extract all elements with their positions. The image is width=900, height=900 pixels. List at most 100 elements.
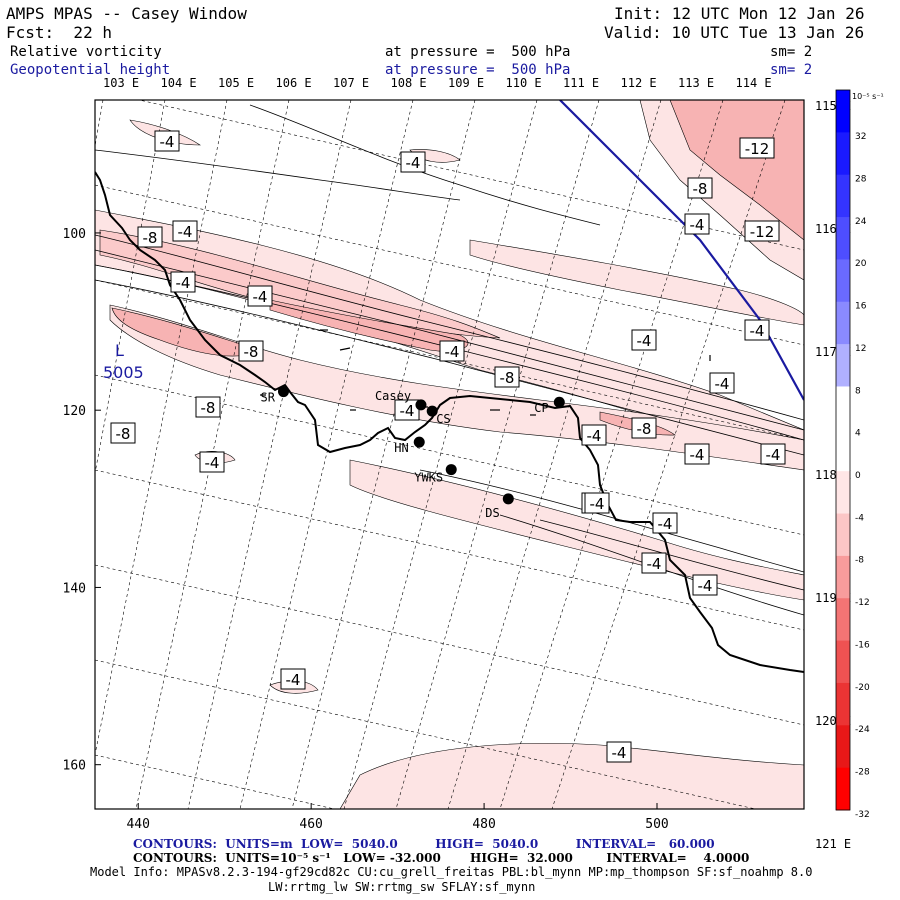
height-contour-info: CONTOURS: UNITS=m LOW= 5040.0 HIGH= 5040… xyxy=(133,838,715,850)
colorbar-label: -16 xyxy=(855,640,870,650)
contour-label: -8 xyxy=(116,425,131,443)
top-lon-label: 106 E xyxy=(276,77,312,89)
contour-label: -8 xyxy=(500,369,515,387)
contour-label: -8 xyxy=(637,420,652,438)
colorbar-label: 16 xyxy=(855,302,867,312)
colorbar-swatch xyxy=(836,598,850,641)
x-tick-label: 440 xyxy=(126,817,149,832)
low-center-label: L xyxy=(115,341,124,360)
colorbar-swatch xyxy=(836,641,850,684)
colorbar-swatch xyxy=(836,471,850,514)
y-tick-label: 140 xyxy=(63,581,86,596)
contour-label: -4 xyxy=(178,223,193,241)
contour-label: -4 xyxy=(176,274,191,292)
colorbar-swatch xyxy=(836,514,850,557)
low-center-value: 5005 xyxy=(103,363,144,382)
contour-label: -4 xyxy=(612,744,627,762)
contour-label: -4 xyxy=(400,402,415,420)
colorbar-label: 24 xyxy=(855,217,867,227)
colorbar-label: 28 xyxy=(855,175,867,185)
colorbar-swatch xyxy=(836,90,850,133)
contour-label: -8 xyxy=(693,180,708,198)
right-lon-label: 121 E xyxy=(815,837,851,851)
station-label: CP xyxy=(534,401,548,415)
colorbar-swatch xyxy=(836,344,850,387)
colorbar-label: -32 xyxy=(855,810,870,820)
contour-label: -12 xyxy=(750,223,775,241)
station-marker xyxy=(446,464,457,475)
y-tick-label: 120 xyxy=(63,404,86,419)
contour-label: -4 xyxy=(690,216,705,234)
vorticity-contour-info: CONTOURS: UNITS=10⁻⁵ s⁻¹ LOW= -32.000 HI… xyxy=(133,852,749,864)
station-label: Casey xyxy=(375,389,411,403)
station-label: YWKS xyxy=(414,471,443,485)
top-lon-label: 113 E xyxy=(678,77,714,89)
model-info: Model Info: MPASv8.2.3-194-gf29cd82c CU:… xyxy=(90,866,812,878)
station-marker xyxy=(554,397,565,408)
model-info-2: LW:rrtmg_lw SW:rrtmg_sw SFLAY:sf_mynn xyxy=(268,881,535,893)
colorbar: 322824201612840-4-8-12-16-20-24-28-3210⁻… xyxy=(836,90,884,820)
contour-label: -4 xyxy=(750,322,765,340)
top-lon-label: 108 E xyxy=(391,77,427,89)
top-lon-label: 109 E xyxy=(448,77,484,89)
contour-label: -4 xyxy=(658,515,673,533)
colorbar-label: 20 xyxy=(855,259,867,269)
colorbar-swatch xyxy=(836,132,850,175)
station-marker xyxy=(415,399,426,410)
contour-label: -8 xyxy=(143,229,158,247)
colorbar-swatch xyxy=(836,768,850,811)
top-lon-label: 103 E xyxy=(103,77,139,89)
colorbar-swatch xyxy=(836,556,850,599)
top-lon-label: 112 E xyxy=(621,77,657,89)
top-lon-label: 114 E xyxy=(736,77,772,89)
colorbar-label: -24 xyxy=(855,725,870,735)
x-tick-label: 460 xyxy=(299,817,322,832)
station-marker xyxy=(278,386,289,397)
top-lon-label: 110 E xyxy=(506,77,542,89)
y-tick-label: 100 xyxy=(63,227,86,242)
contour-label: -4 xyxy=(445,343,460,361)
colorbar-label: 4 xyxy=(855,429,861,439)
colorbar-label: -4 xyxy=(855,513,864,523)
contour-label: -12 xyxy=(745,140,770,158)
contour-label: -4 xyxy=(406,154,421,172)
colorbar-label: 12 xyxy=(855,344,866,354)
x-tick-label: 500 xyxy=(645,817,668,832)
colorbar-swatch xyxy=(836,175,850,218)
top-lon-label: 107 E xyxy=(333,77,369,89)
station-marker xyxy=(503,493,514,504)
colorbar-swatch xyxy=(836,429,850,472)
colorbar-label: 8 xyxy=(855,386,861,396)
station-marker xyxy=(414,437,425,448)
colorbar-unit: 10⁻⁵ s⁻¹ xyxy=(852,92,884,101)
contour-label: -8 xyxy=(244,343,259,361)
contour-label: -4 xyxy=(286,671,301,689)
top-lon-label: 105 E xyxy=(218,77,254,89)
colorbar-swatch xyxy=(836,683,850,726)
x-tick-label: 480 xyxy=(472,817,495,832)
colorbar-label: -20 xyxy=(855,683,870,693)
contour-label: -4 xyxy=(160,133,175,151)
contour-label: -4 xyxy=(690,446,705,464)
contour-label: -4 xyxy=(205,454,220,472)
contour-label: -4 xyxy=(587,427,602,445)
contour-label: -4 xyxy=(766,446,781,464)
colorbar-label: -28 xyxy=(855,767,870,777)
colorbar-swatch xyxy=(836,217,850,260)
colorbar-label: 32 xyxy=(855,132,866,142)
colorbar-swatch xyxy=(836,386,850,429)
contour-label: -4 xyxy=(253,288,268,306)
low-center: L 5005 xyxy=(103,341,144,382)
station-label: SR xyxy=(260,391,275,405)
colorbar-swatch xyxy=(836,259,850,302)
station-label: CS xyxy=(436,412,450,426)
colorbar-label: -8 xyxy=(855,556,864,566)
contour-label: -4 xyxy=(647,555,662,573)
top-lon-label: 104 E xyxy=(161,77,197,89)
station-label: DS xyxy=(485,506,499,520)
colorbar-swatch xyxy=(836,725,850,768)
top-lon-label: 111 E xyxy=(563,77,599,89)
colorbar-label: 0 xyxy=(855,471,861,481)
station-label: HN xyxy=(394,441,408,455)
